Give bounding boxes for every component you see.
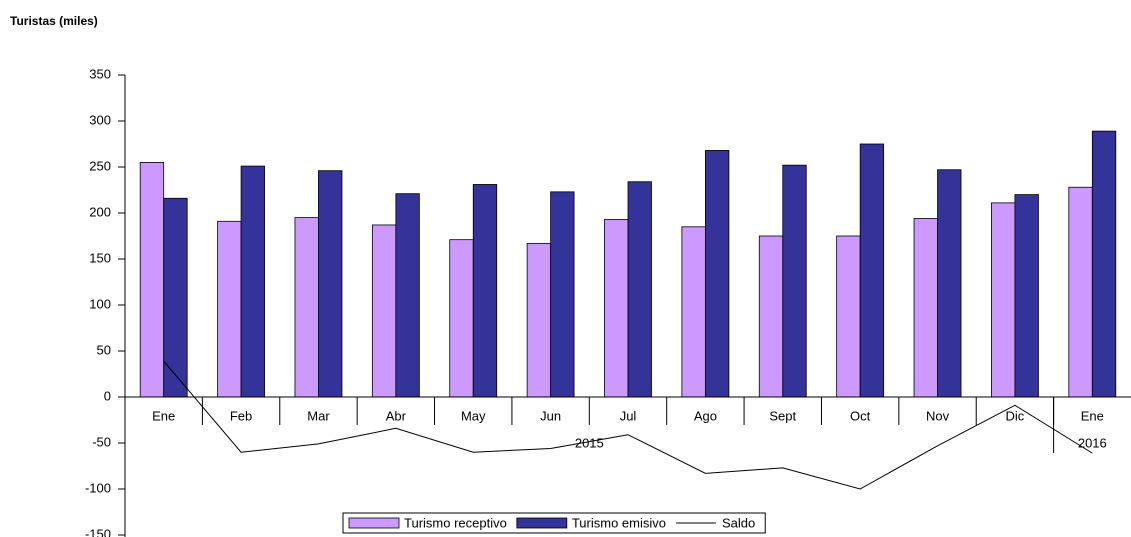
bar bbox=[859, 143, 885, 398]
chart-title: Turistas (miles) bbox=[10, 14, 98, 28]
bar bbox=[681, 226, 706, 398]
bar bbox=[1091, 130, 1117, 398]
legend-swatch bbox=[516, 517, 568, 529]
x-tick-label: Ago bbox=[694, 408, 717, 423]
y-tick-label: 350 bbox=[89, 66, 111, 81]
y-tick-label: 0 bbox=[104, 388, 111, 403]
x-tick-label: Oct bbox=[850, 408, 871, 423]
y-tick-label: 100 bbox=[89, 296, 111, 311]
bar bbox=[240, 165, 265, 398]
bar bbox=[758, 235, 784, 398]
x-tick-label: Feb bbox=[230, 408, 252, 423]
x-tick-label: Dic bbox=[1006, 408, 1025, 423]
bar bbox=[449, 239, 474, 398]
legend-label: Saldo bbox=[722, 515, 755, 530]
bar bbox=[472, 184, 498, 398]
legend-label: Turismo receptivo bbox=[404, 515, 507, 530]
y-tick-label: -100 bbox=[85, 480, 111, 495]
x-tick-label: Ene bbox=[152, 408, 175, 423]
bar bbox=[550, 191, 575, 398]
y-tick-label: 200 bbox=[89, 204, 111, 219]
x-tick-label: Nov bbox=[926, 408, 950, 423]
bar bbox=[139, 161, 165, 398]
x-tick-label: May bbox=[461, 408, 486, 423]
bar bbox=[604, 219, 629, 398]
x-tick-label: Abr bbox=[386, 408, 407, 423]
bar bbox=[704, 150, 730, 398]
bar bbox=[371, 224, 397, 398]
legend-label: Turismo emisivo bbox=[572, 515, 666, 530]
legend: Turismo receptivo Turismo emisivo Saldo bbox=[342, 512, 766, 534]
bar bbox=[913, 218, 938, 398]
y-tick-label: 150 bbox=[89, 250, 111, 265]
bar bbox=[526, 242, 552, 398]
x-tick-label: Ene bbox=[1081, 408, 1104, 423]
bar bbox=[991, 202, 1016, 398]
y-tick-label: 300 bbox=[89, 112, 111, 127]
bar bbox=[627, 181, 652, 398]
y-tick-label: -150 bbox=[85, 526, 111, 537]
x-tick-label: Jul bbox=[620, 408, 637, 423]
bar bbox=[318, 170, 343, 398]
bar bbox=[163, 197, 188, 398]
bar bbox=[395, 193, 420, 398]
x-tick-label: Sept bbox=[769, 408, 796, 423]
y-tick-label: 50 bbox=[97, 342, 111, 357]
legend-swatch bbox=[348, 517, 400, 529]
bar bbox=[1068, 186, 1093, 398]
y-tick-label: -50 bbox=[92, 434, 111, 449]
x-tick-label: Mar bbox=[307, 408, 330, 423]
bar bbox=[836, 235, 861, 398]
bar bbox=[1014, 194, 1039, 398]
bar bbox=[937, 169, 962, 398]
y-tick-label: 250 bbox=[89, 158, 111, 173]
line bbox=[163, 360, 1093, 490]
bar bbox=[782, 164, 807, 398]
bar bbox=[294, 217, 319, 398]
x-tick-label: Jun bbox=[540, 408, 561, 423]
bar bbox=[217, 220, 242, 398]
group-label: 2015 bbox=[575, 435, 604, 450]
group-label: 2016 bbox=[1078, 435, 1107, 450]
